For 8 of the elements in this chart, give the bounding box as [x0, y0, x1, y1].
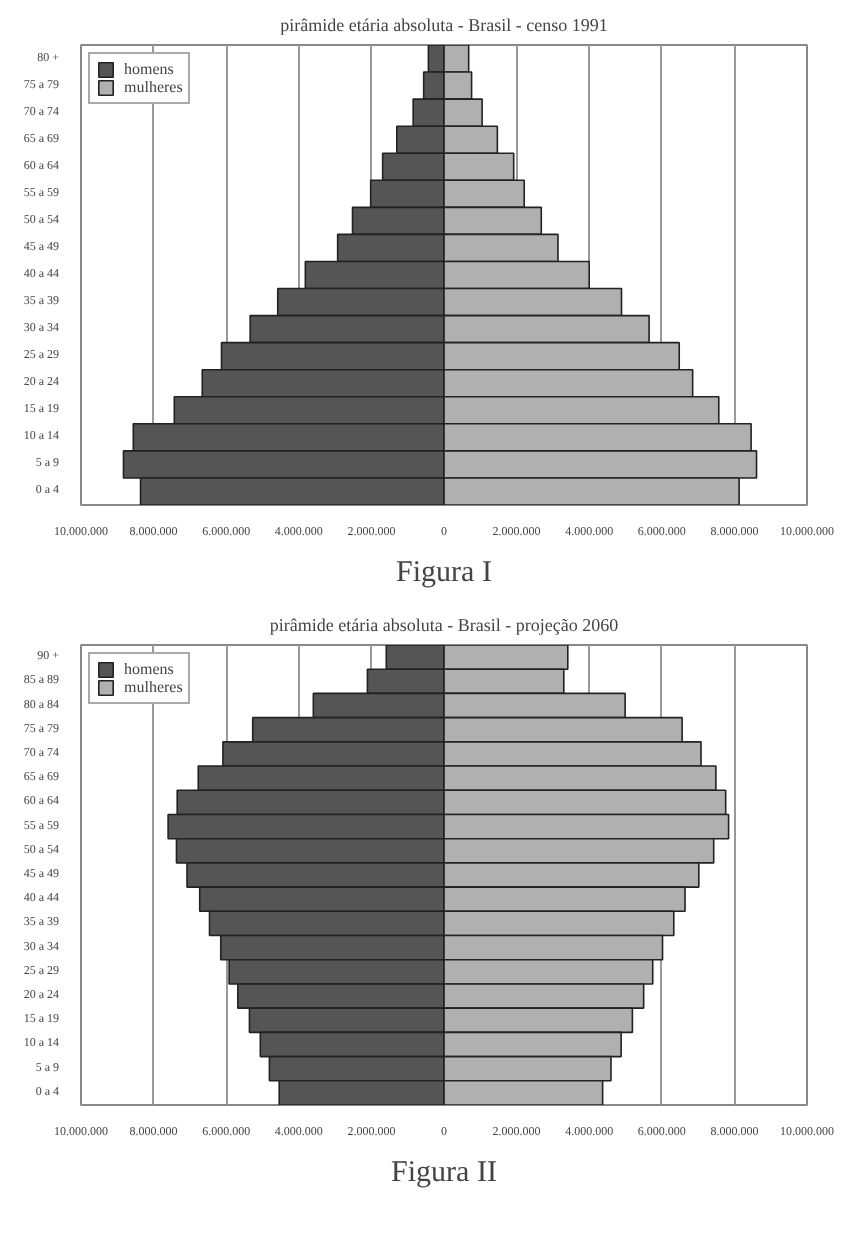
legend-label: homens [124, 660, 174, 678]
legend-label: mulheres [124, 78, 183, 96]
text: Figura II [391, 1157, 497, 1189]
chart-title: pirâmide etária absoluta - Brasil - projeção 2060 [269, 615, 620, 635]
legend-label: homens [124, 60, 174, 78]
chart-title: pirâmide etária absoluta - Brasil - censo 1991 [280, 15, 608, 35]
text: Figura I [396, 557, 492, 589]
legend-label: mulheres [124, 678, 183, 696]
